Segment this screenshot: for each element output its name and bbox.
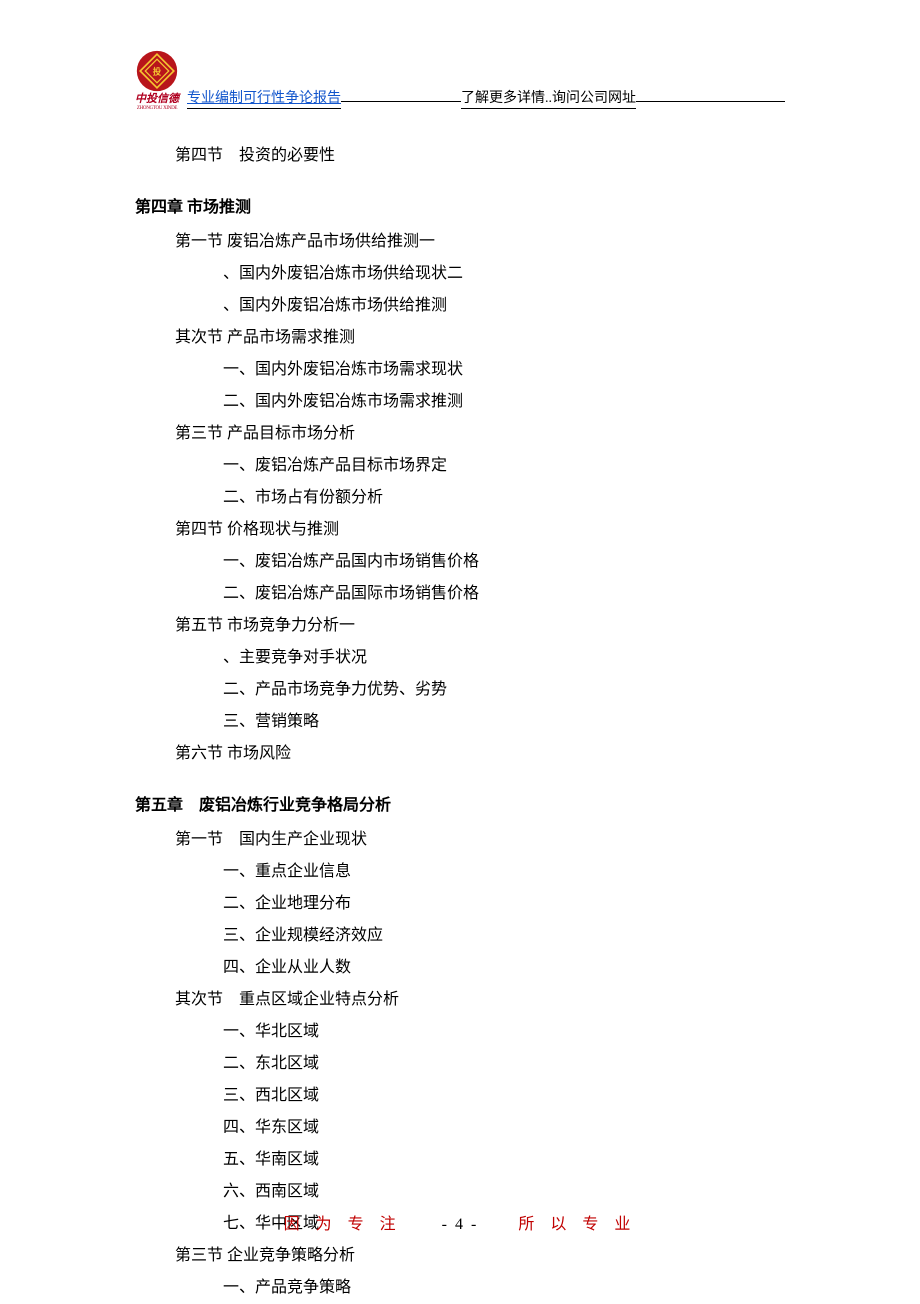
ch4-s4-a: 一、废铝冶炼产品国内市场销售价格: [223, 546, 785, 578]
header-link-report[interactable]: 专业编制可行性争论报告: [187, 87, 341, 109]
ch4-s4: 第四节 价格现状与推测: [175, 514, 785, 546]
ch5-s2-f: 六、西南区域: [223, 1176, 785, 1208]
ch4-s2-b: 二、国内外废铝冶炼市场需求推测: [223, 386, 785, 418]
footer-right: 所 以 专 业: [518, 1216, 636, 1233]
ch4-s5-b: 二、产品市场竞争力优势、劣势: [223, 674, 785, 706]
ch5-s2-c: 三、西北区域: [223, 1080, 785, 1112]
header-underline-tail: [636, 88, 785, 102]
ch5-s2-b: 二、东北区域: [223, 1048, 785, 1080]
ch4-s1-b: 、国内外废铝冶炼市场供给推测: [223, 290, 785, 322]
ch4-s6: 第六节 市场风险: [175, 738, 785, 770]
ch4-s5-a: 、主要竞争对手状况: [223, 642, 785, 674]
header-underline-gap: [341, 88, 461, 102]
ch4-s1-a: 、国内外废铝冶炼市场供给现状二: [223, 258, 785, 290]
header-text-details: 了解更多详情..询问公司网址: [461, 87, 636, 109]
ch5-s3: 第三节 企业竞争策略分析: [175, 1240, 785, 1272]
ch5-s2-e: 五、华南区域: [223, 1144, 785, 1176]
ch5-s2-a: 一、华北区域: [223, 1016, 785, 1048]
ch4-s5: 第五节 市场竞争力分析一: [175, 610, 785, 642]
ch5-s1-b: 二、企业地理分布: [223, 888, 785, 920]
page-header: 投 中投信德 ZHONGTOU XINDE 专业编制可行性争论报告 了解更多详情…: [135, 50, 785, 112]
footer-page-number: - 4 -: [442, 1216, 479, 1233]
ch5-s2-d: 四、华东区域: [223, 1112, 785, 1144]
ch4-s1: 第一节 废铝冶炼产品市场供给推测一: [175, 226, 785, 258]
pre-section-4: 第四节 投资的必要性: [175, 140, 785, 172]
header-links: 专业编制可行性争论报告 了解更多详情..询问公司网址: [187, 87, 785, 111]
ch4-s3-b: 二、市场占有份额分析: [223, 482, 785, 514]
ch4-s3-a: 一、废铝冶炼产品目标市场界定: [223, 450, 785, 482]
ch5-s2: 其次节 重点区域企业特点分析: [175, 984, 785, 1016]
ch5-s1-d: 四、企业从业人数: [223, 952, 785, 984]
logo-block: 投 中投信德 ZHONGTOU XINDE: [135, 50, 179, 111]
ch5-s1-c: 三、企业规模经济效应: [223, 920, 785, 952]
footer-left: 因 为 专 注: [284, 1216, 402, 1233]
logo-icon: 投: [136, 50, 178, 92]
document-content: 第四节 投资的必要性 第四章 市场推测 第一节 废铝冶炼产品市场供给推测一 、国…: [135, 140, 785, 1304]
brand-name: 中投信德: [135, 90, 179, 106]
chapter-5-title: 第五章 废铝冶炼行业竞争格局分析: [135, 790, 785, 822]
brand-subtitle: ZHONGTOU XINDE: [137, 106, 177, 111]
svg-text:投: 投: [153, 66, 162, 76]
ch4-s3: 第三节 产品目标市场分析: [175, 418, 785, 450]
ch4-s4-b: 二、废铝冶炼产品国际市场销售价格: [223, 578, 785, 610]
ch4-s5-c: 三、营销策略: [223, 706, 785, 738]
page-footer: 因 为 专 注 - 4 - 所 以 专 业: [0, 1210, 920, 1234]
ch5-s1: 第一节 国内生产企业现状: [175, 824, 785, 856]
chapter-4-title: 第四章 市场推测: [135, 192, 785, 224]
ch4-s2: 其次节 产品市场需求推测: [175, 322, 785, 354]
ch5-s3-a: 一、产品竞争策略: [223, 1272, 785, 1304]
ch5-s1-a: 一、重点企业信息: [223, 856, 785, 888]
ch4-s2-a: 一、国内外废铝冶炼市场需求现状: [223, 354, 785, 386]
